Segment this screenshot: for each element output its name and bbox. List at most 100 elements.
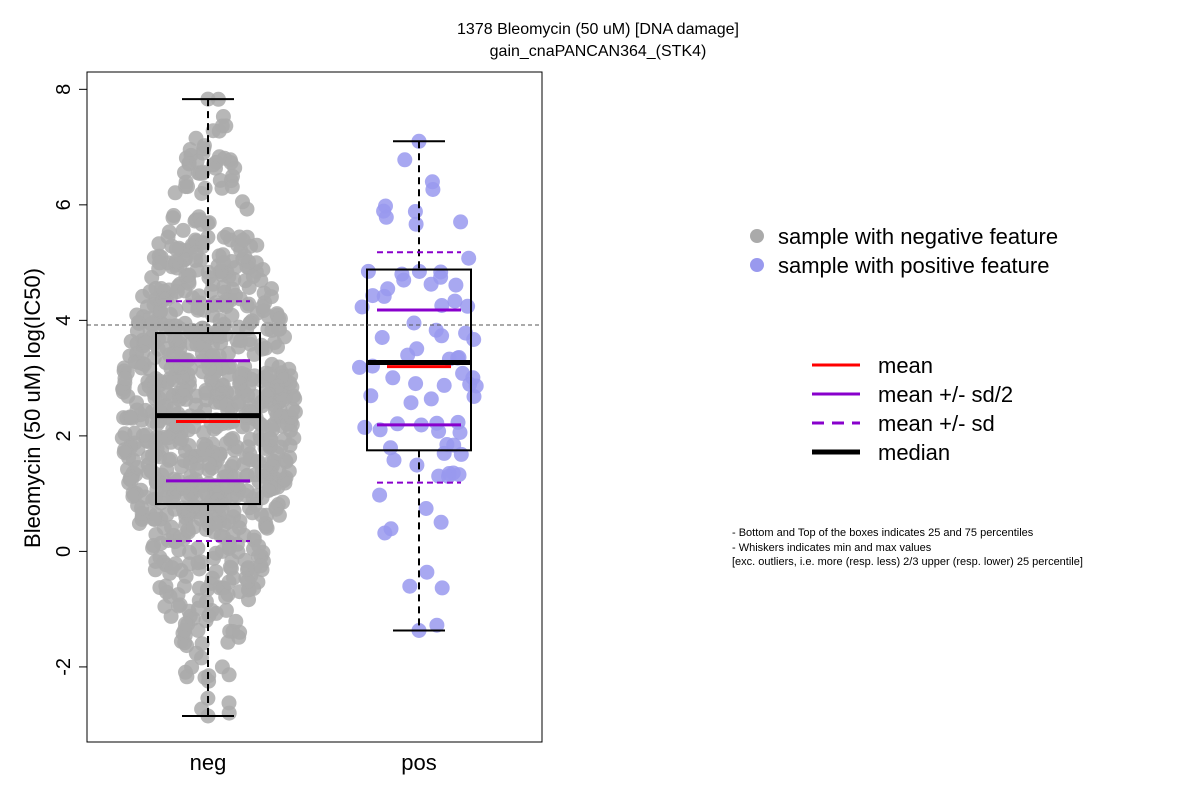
data-point-neg — [117, 370, 133, 386]
data-point-neg — [190, 555, 206, 571]
data-point-pos — [374, 330, 390, 345]
data-point-neg — [137, 489, 153, 505]
data-point-neg — [215, 109, 231, 124]
data-point-neg — [237, 273, 253, 289]
data-point-neg — [174, 370, 190, 386]
data-point-pos — [453, 214, 469, 230]
data-point-neg — [140, 464, 156, 480]
legend-marker-pos — [750, 258, 764, 272]
data-point-neg — [146, 511, 162, 527]
data-point-neg — [194, 186, 210, 201]
x-tick-label-pos: pos — [401, 750, 436, 775]
stat-legend-label: median — [878, 440, 950, 465]
data-point-neg — [246, 529, 262, 545]
data-point-neg — [262, 366, 277, 382]
footnote-line-3: [exc. outliers, i.e. more (resp. less) 2… — [732, 556, 1083, 568]
data-point-neg — [183, 323, 199, 339]
data-point-pos — [354, 299, 370, 315]
data-point-neg — [160, 385, 176, 401]
data-point-pos — [411, 264, 427, 279]
data-point-neg — [139, 299, 155, 315]
data-point-pos — [352, 359, 367, 375]
data-point-neg — [144, 270, 160, 285]
data-point-neg — [126, 487, 142, 503]
legend-marker-neg — [750, 229, 764, 243]
data-point-neg — [233, 333, 249, 349]
data-point-pos — [453, 446, 469, 462]
y-tick-label: 2 — [53, 430, 75, 441]
y-tick-label: 6 — [53, 199, 75, 210]
data-point-pos — [383, 440, 398, 456]
chart-title-line1: 1378 Bleomycin (50 uM) [DNA damage] — [457, 21, 739, 38]
data-point-pos — [419, 564, 435, 580]
data-point-pos — [448, 277, 464, 293]
data-point-neg — [158, 578, 174, 594]
data-point-neg — [185, 290, 201, 306]
data-point-pos — [429, 617, 445, 633]
data-point-neg — [171, 598, 186, 614]
data-point-neg — [134, 505, 150, 521]
data-point-neg — [253, 417, 269, 433]
data-point-neg — [254, 464, 270, 480]
data-point-neg — [196, 302, 212, 318]
data-point-neg — [177, 616, 193, 632]
data-point-neg — [220, 345, 236, 361]
data-point-neg — [224, 179, 240, 195]
data-point-neg — [129, 395, 144, 411]
data-point-neg — [208, 295, 224, 311]
data-point-neg — [232, 369, 248, 385]
data-point-neg — [163, 608, 179, 624]
data-point-pos — [428, 322, 444, 338]
data-point-neg — [196, 138, 212, 154]
data-point-neg — [167, 501, 183, 517]
data-point-neg — [182, 455, 198, 471]
data-point-neg — [169, 318, 185, 334]
data-point-neg — [122, 409, 138, 425]
x-tick-label-neg: neg — [190, 750, 227, 775]
data-point-neg — [179, 669, 195, 685]
data-point-neg — [249, 237, 265, 253]
data-point-neg — [204, 603, 220, 618]
data-point-pos — [397, 152, 413, 168]
data-point-neg — [186, 419, 202, 435]
data-point-pos — [406, 315, 422, 331]
data-point-pos — [423, 276, 439, 292]
data-point-neg — [247, 368, 263, 384]
data-point-neg — [211, 149, 227, 165]
data-point-neg — [221, 667, 237, 683]
data-point-pos — [402, 578, 418, 594]
chart-title-line2: gain_cnaPANCAN364_(STK4) — [490, 43, 707, 60]
data-point-neg — [225, 431, 241, 446]
data-point-neg — [241, 254, 256, 270]
data-point-neg — [271, 321, 287, 337]
data-point-neg — [115, 384, 131, 400]
data-point-neg — [240, 562, 255, 577]
data-point-neg — [116, 445, 132, 461]
box-neg — [155, 332, 261, 506]
data-point-neg — [228, 287, 243, 303]
data-point-neg — [177, 165, 192, 181]
data-point-neg — [267, 335, 282, 351]
data-point-neg — [223, 232, 238, 248]
data-point-neg — [166, 208, 182, 223]
footnote-line-2: - Whiskers indicates min and max values — [732, 542, 932, 554]
data-point-neg — [179, 638, 195, 654]
y-axis-label: Bleomycin (50 uM) log(IC50) — [20, 268, 45, 548]
data-point-neg — [198, 382, 214, 398]
y-tick-label: 8 — [53, 84, 75, 95]
data-point-neg — [150, 341, 166, 357]
data-point-pos — [396, 272, 412, 288]
data-point-pos — [436, 377, 452, 393]
data-point-neg — [201, 456, 217, 472]
data-point-pos — [357, 419, 373, 435]
data-point-neg — [207, 516, 223, 532]
data-point-neg — [175, 388, 191, 404]
data-point-neg — [224, 307, 240, 323]
data-point-neg — [246, 541, 261, 557]
data-point-pos — [439, 437, 455, 452]
y-tick-label: -2 — [53, 658, 75, 676]
data-point-neg — [138, 427, 154, 443]
data-point-neg — [255, 299, 271, 315]
data-point-neg — [205, 123, 221, 139]
